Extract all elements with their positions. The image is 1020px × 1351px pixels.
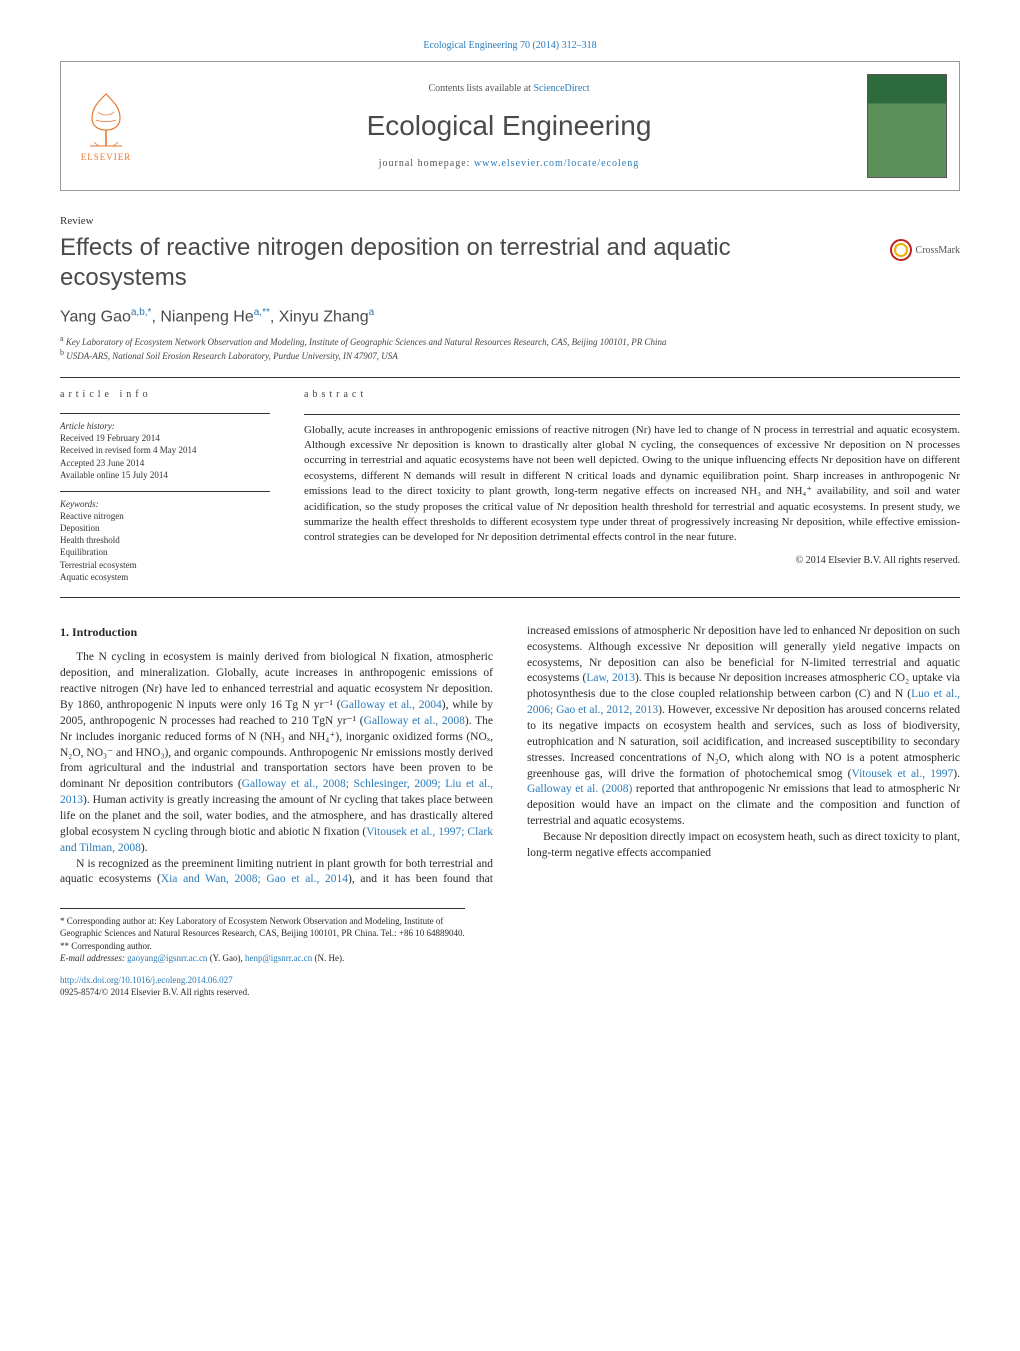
aff-sup-b: b (60, 348, 64, 357)
footnote-corr-2: ** Corresponding author. (60, 940, 465, 952)
homepage-link[interactable]: www.elsevier.com/locate/ecoleng (474, 158, 639, 169)
keyword-5: Aquatic ecosystem (60, 571, 270, 583)
ref-galloway-2008[interactable]: Galloway et al., 2008 (364, 715, 465, 727)
homepage-line: journal homepage: www.elsevier.com/locat… (151, 158, 867, 169)
header-center: Contents lists available at ScienceDirec… (151, 83, 867, 169)
keywords-label: Keywords: (60, 498, 270, 510)
contents-line: Contents lists available at ScienceDirec… (151, 83, 867, 94)
abstract-column: abstract Globally, acute increases in an… (304, 388, 960, 583)
abstract-copyright: © 2014 Elsevier B.V. All rights reserved… (304, 554, 960, 568)
footnotes: * Corresponding author at: Key Laborator… (60, 908, 465, 964)
issn-copyright: 0925-8574/© 2014 Elsevier B.V. All right… (60, 987, 249, 997)
article-title: Effects of reactive nitrogen deposition … (60, 233, 780, 293)
article-info-heading: article info (60, 388, 270, 402)
sciencedirect-link[interactable]: ScienceDirect (533, 83, 589, 94)
abstract-text: Globally, acute increases in anthropogen… (304, 423, 960, 546)
info-rule-1 (60, 413, 270, 414)
history-label: Article history: (60, 420, 270, 432)
doi-block: http://dx.doi.org/10.1016/j.ecoleng.2014… (60, 974, 960, 998)
title-row: Effects of reactive nitrogen deposition … (60, 233, 960, 293)
crossmark-badge[interactable]: CrossMark (890, 239, 960, 261)
aff-text-b: USDA-ARS, National Soil Erosion Research… (66, 351, 397, 361)
affiliation-a: a Key Laboratory of Ecosystem Network Ob… (60, 334, 960, 348)
ref-galloway-2008b[interactable]: Galloway et al. (2008) (527, 783, 632, 795)
email-link-2[interactable]: henp@igsnrr.ac.cn (245, 953, 312, 963)
keywords-block: Keywords: Reactive nitrogen Deposition H… (60, 498, 270, 583)
crossmark-icon (890, 239, 912, 261)
footnote-corr-1: * Corresponding author at: Key Laborator… (60, 915, 465, 939)
elsevier-logo: ELSEVIER (61, 62, 151, 190)
email-link-1[interactable]: gaoyang@igsnrr.ac.cn (127, 953, 207, 963)
footnote-emails: E-mail addresses: gaoyang@igsnrr.ac.cn (… (60, 952, 465, 964)
history-line-3: Available online 15 July 2014 (60, 469, 270, 481)
keyword-4: Terrestrial ecosystem (60, 559, 270, 571)
info-abstract-row: article info Article history: Received 1… (60, 388, 960, 583)
authors: Yang Gaoa,b,*, Nianpeng Hea,**, Xinyu Zh… (60, 307, 960, 326)
homepage-prefix: journal homepage: (379, 158, 474, 169)
aff-text-a: Key Laboratory of Ecosystem Network Obse… (66, 337, 667, 347)
keyword-1: Deposition (60, 522, 270, 534)
email-name-1: (Y. Gao), (207, 953, 245, 963)
aff-sup-a: a (60, 334, 64, 343)
article-type: Review (60, 215, 960, 227)
keyword-2: Health threshold (60, 534, 270, 546)
ref-vitousek-1997[interactable]: Vitousek et al., 1997 (851, 768, 953, 780)
rule-bottom (60, 597, 960, 598)
doi-link[interactable]: http://dx.doi.org/10.1016/j.ecoleng.2014… (60, 975, 233, 985)
abstract-rule (304, 414, 960, 415)
ref-galloway-2004[interactable]: Galloway et al., 2004 (341, 699, 442, 711)
abstract-heading: abstract (304, 388, 960, 402)
rule-top (60, 377, 960, 378)
keyword-3: Equilibration (60, 546, 270, 558)
ref-xia-gao[interactable]: Xia and Wan, 2008; Gao et al., 2014 (161, 873, 348, 885)
journal-name: Ecological Engineering (151, 110, 867, 142)
keyword-0: Reactive nitrogen (60, 510, 270, 522)
contents-prefix: Contents lists available at (428, 83, 533, 94)
p1-f: ). (141, 842, 148, 854)
section-1-heading: 1. Introduction (60, 624, 493, 641)
article-info-column: article info Article history: Received 1… (60, 388, 270, 583)
info-rule-2 (60, 491, 270, 492)
footnote-corr-1-text: Corresponding author at: Key Laboratory … (60, 916, 465, 938)
footnote-corr-2-text: Corresponding author. (71, 941, 152, 951)
email-name-2: (N. He). (312, 953, 344, 963)
affiliation-b: b USDA-ARS, National Soil Erosion Resear… (60, 348, 960, 362)
crossmark-label: CrossMark (916, 245, 960, 256)
elsevier-tree-icon (78, 90, 134, 150)
ref-law-2013[interactable]: Law, 2013 (586, 672, 635, 684)
journal-header-box: ELSEVIER Contents lists available at Sci… (60, 61, 960, 191)
affiliations: a Key Laboratory of Ecosystem Network Ob… (60, 334, 960, 362)
body-two-column: 1. Introduction The N cycling in ecosyst… (60, 624, 960, 888)
history-line-0: Received 19 February 2014 (60, 432, 270, 444)
journal-cover-thumbnail (867, 74, 947, 178)
email-label: E-mail addresses: (60, 953, 127, 963)
p2-e: ). (953, 768, 960, 780)
history-line-2: Accepted 23 June 2014 (60, 457, 270, 469)
citation-line: Ecological Engineering 70 (2014) 312–318 (60, 40, 960, 51)
elsevier-text: ELSEVIER (81, 152, 132, 162)
body-p1: The N cycling in ecosystem is mainly der… (60, 650, 493, 856)
history-line-1: Received in revised form 4 May 2014 (60, 444, 270, 456)
body-p3: Because Nr deposition directly impact on… (527, 830, 960, 862)
